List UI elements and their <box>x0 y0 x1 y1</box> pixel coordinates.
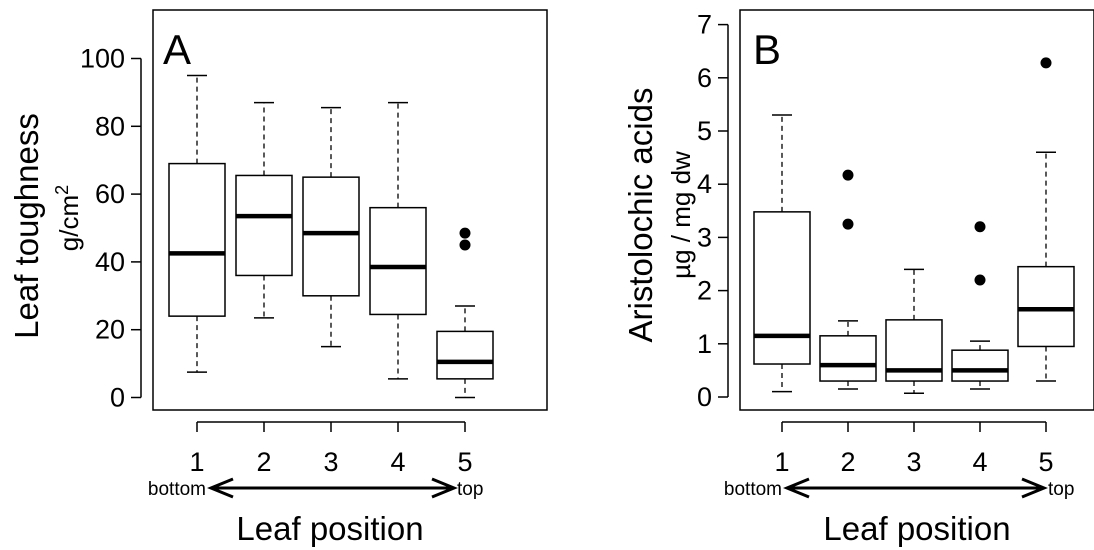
y-tick-label: 1 <box>697 329 712 359</box>
box-iqr <box>1017 265 1075 348</box>
plot-frame <box>152 9 548 411</box>
y-tick-label: 4 <box>697 169 712 199</box>
x-tick-label: 4 <box>390 447 405 477</box>
outlier-point <box>842 169 854 181</box>
y-tick-label: 0 <box>697 382 712 412</box>
y-tick-label: 0 <box>110 383 125 413</box>
y-tick-label: 2 <box>697 276 712 306</box>
x-tick-label: 1 <box>189 447 204 477</box>
box-iqr <box>951 349 1009 382</box>
x-tick-label: 5 <box>457 447 472 477</box>
y-tick-label: 100 <box>80 44 125 74</box>
y-tick-label: 3 <box>697 222 712 252</box>
box-iqr <box>168 162 226 317</box>
y-axis-unit: g/cm2 <box>52 185 84 251</box>
y-axis-label: Aristolochic acids <box>622 88 659 343</box>
outlier-point <box>1040 57 1052 69</box>
box-iqr <box>753 211 811 365</box>
outlier-point <box>459 227 471 239</box>
x-tick-label: 4 <box>972 447 987 477</box>
y-tick-label: 5 <box>697 116 712 146</box>
outlier-point <box>842 218 854 230</box>
x-tick-label: 3 <box>323 447 338 477</box>
x-axis-label: Leaf position <box>236 510 423 547</box>
direction-label-top: top <box>457 479 483 500</box>
panel-label: A <box>163 26 191 73</box>
panel-label: B <box>753 26 781 73</box>
y-tick-label: 40 <box>95 247 125 277</box>
box-iqr <box>436 330 494 380</box>
y-axis-unit-base: g/cm <box>54 195 84 251</box>
outlier-point <box>459 239 471 251</box>
box-iqr <box>369 206 427 316</box>
x-tick-label: 3 <box>906 447 921 477</box>
y-axis-unit-superscript: 2 <box>52 185 72 195</box>
direction-arrowhead-right <box>431 477 458 499</box>
outlier-point <box>974 274 986 286</box>
x-tick-label: 5 <box>1038 447 1053 477</box>
direction-label-top: top <box>1048 479 1074 500</box>
direction-label-bottom: bottom <box>724 479 782 500</box>
y-tick-label: 60 <box>95 179 125 209</box>
box-iqr <box>819 335 877 382</box>
y-axis-unit: µg / mg dw <box>666 151 696 279</box>
panel-b: 0 1 2 3 4 5 6 7 1 2 3 4 5 B Aristolochic acids µg / mg … <box>622 9 1094 547</box>
y-axis-label: Leaf toughness <box>8 113 45 339</box>
direction-arrowhead-left <box>207 477 234 499</box>
y-tick-label: 6 <box>697 63 712 93</box>
x-tick-label: 2 <box>840 447 855 477</box>
plot-frame <box>739 9 1094 411</box>
direction-arrowhead-right <box>1021 477 1048 499</box>
box-iqr <box>302 176 360 297</box>
y-tick-label: 80 <box>95 111 125 141</box>
y-tick-label: 20 <box>95 315 125 345</box>
direction-arrowhead-left <box>783 477 810 499</box>
direction-label-bottom: bottom <box>148 479 206 500</box>
box-iqr <box>235 174 293 277</box>
y-tick-label: 7 <box>697 10 712 40</box>
outlier-point <box>974 221 986 233</box>
x-tick-label: 2 <box>256 447 271 477</box>
x-tick-label: 1 <box>774 447 789 477</box>
x-axis-label: Leaf position <box>823 510 1010 547</box>
